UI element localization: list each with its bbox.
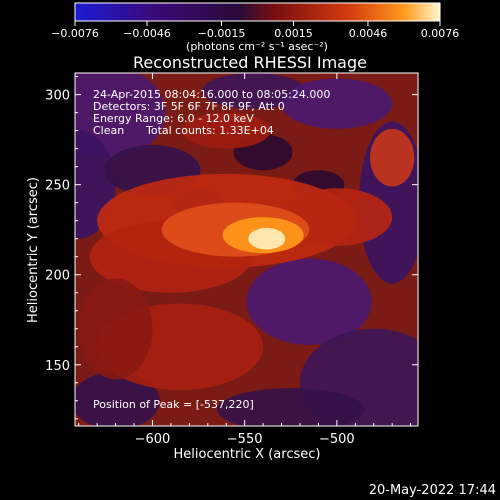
heatmap-region bbox=[248, 227, 286, 250]
colorbar-tick-label: −0.0076 bbox=[51, 27, 99, 40]
annotation-energy: Energy Range: 6.0 - 12.0 keV bbox=[93, 112, 254, 125]
plot-frame bbox=[74, 72, 419, 427]
y-tick-label: 200 bbox=[45, 269, 70, 284]
heatmap-region bbox=[78, 278, 153, 380]
heatmap-region bbox=[217, 388, 365, 426]
y-tick-label: 150 bbox=[45, 359, 70, 374]
colorbar-ticks: −0.0076 −0.0046 −0.0015 0.0015 0.0046 0.0076 bbox=[51, 21, 459, 40]
colorbar-tick-label: 0.0076 bbox=[421, 27, 460, 40]
x-tick-label: −500 bbox=[319, 432, 355, 447]
heatmap-region bbox=[181, 112, 271, 149]
x-tick-label: −600 bbox=[135, 432, 171, 447]
heatmap-image bbox=[75, 73, 418, 426]
x-tick-label: −550 bbox=[227, 432, 263, 447]
annotation-peak: Position of Peak = [-537,220] bbox=[93, 398, 254, 411]
colorbar-tick-label: −0.0046 bbox=[123, 27, 171, 40]
y-tick-label: 250 bbox=[45, 179, 70, 194]
colorbar-units: (photons cm⁻² s⁻¹ asec⁻²) bbox=[186, 40, 328, 53]
colorbar-tick-label: 0.0015 bbox=[274, 27, 313, 40]
y-axis-ticks: 150 200 250 300 bbox=[45, 76, 418, 420]
annotation-time-range: 24-Apr-2015 08:04:16.000 to 08:05:24.000 bbox=[93, 88, 330, 101]
heatmap-region bbox=[75, 73, 166, 160]
heatmap-region bbox=[202, 73, 306, 110]
colorbar-tick-label: 0.0046 bbox=[349, 27, 388, 40]
heatmap-region bbox=[281, 78, 393, 129]
x-axis-label: Heliocentric X (arcsec) bbox=[174, 447, 321, 462]
y-axis-label: Heliocentric Y (arcsec) bbox=[26, 177, 41, 323]
x-axis-ticks: −600 −550 −500 bbox=[78, 73, 412, 447]
annotation-detectors: Detectors: 3F 5F 6F 7F 8F 9F, Att 0 bbox=[93, 100, 285, 113]
colorbar bbox=[74, 2, 441, 22]
colorbar-tick-label: −0.0015 bbox=[198, 27, 246, 40]
annotation-method: Clean bbox=[93, 124, 124, 137]
annotation-total-counts: Total counts: 1.33E+04 bbox=[145, 124, 274, 137]
heatmap-region bbox=[281, 188, 393, 246]
chart-title: Reconstructed RHESSI Image bbox=[133, 53, 367, 72]
heatmap-region bbox=[246, 258, 372, 345]
y-tick-label: 300 bbox=[45, 89, 70, 104]
heatmap-region bbox=[75, 371, 160, 426]
footer-date: 20-May-2022 17:44 bbox=[369, 483, 496, 498]
heatmap-region bbox=[370, 128, 415, 187]
